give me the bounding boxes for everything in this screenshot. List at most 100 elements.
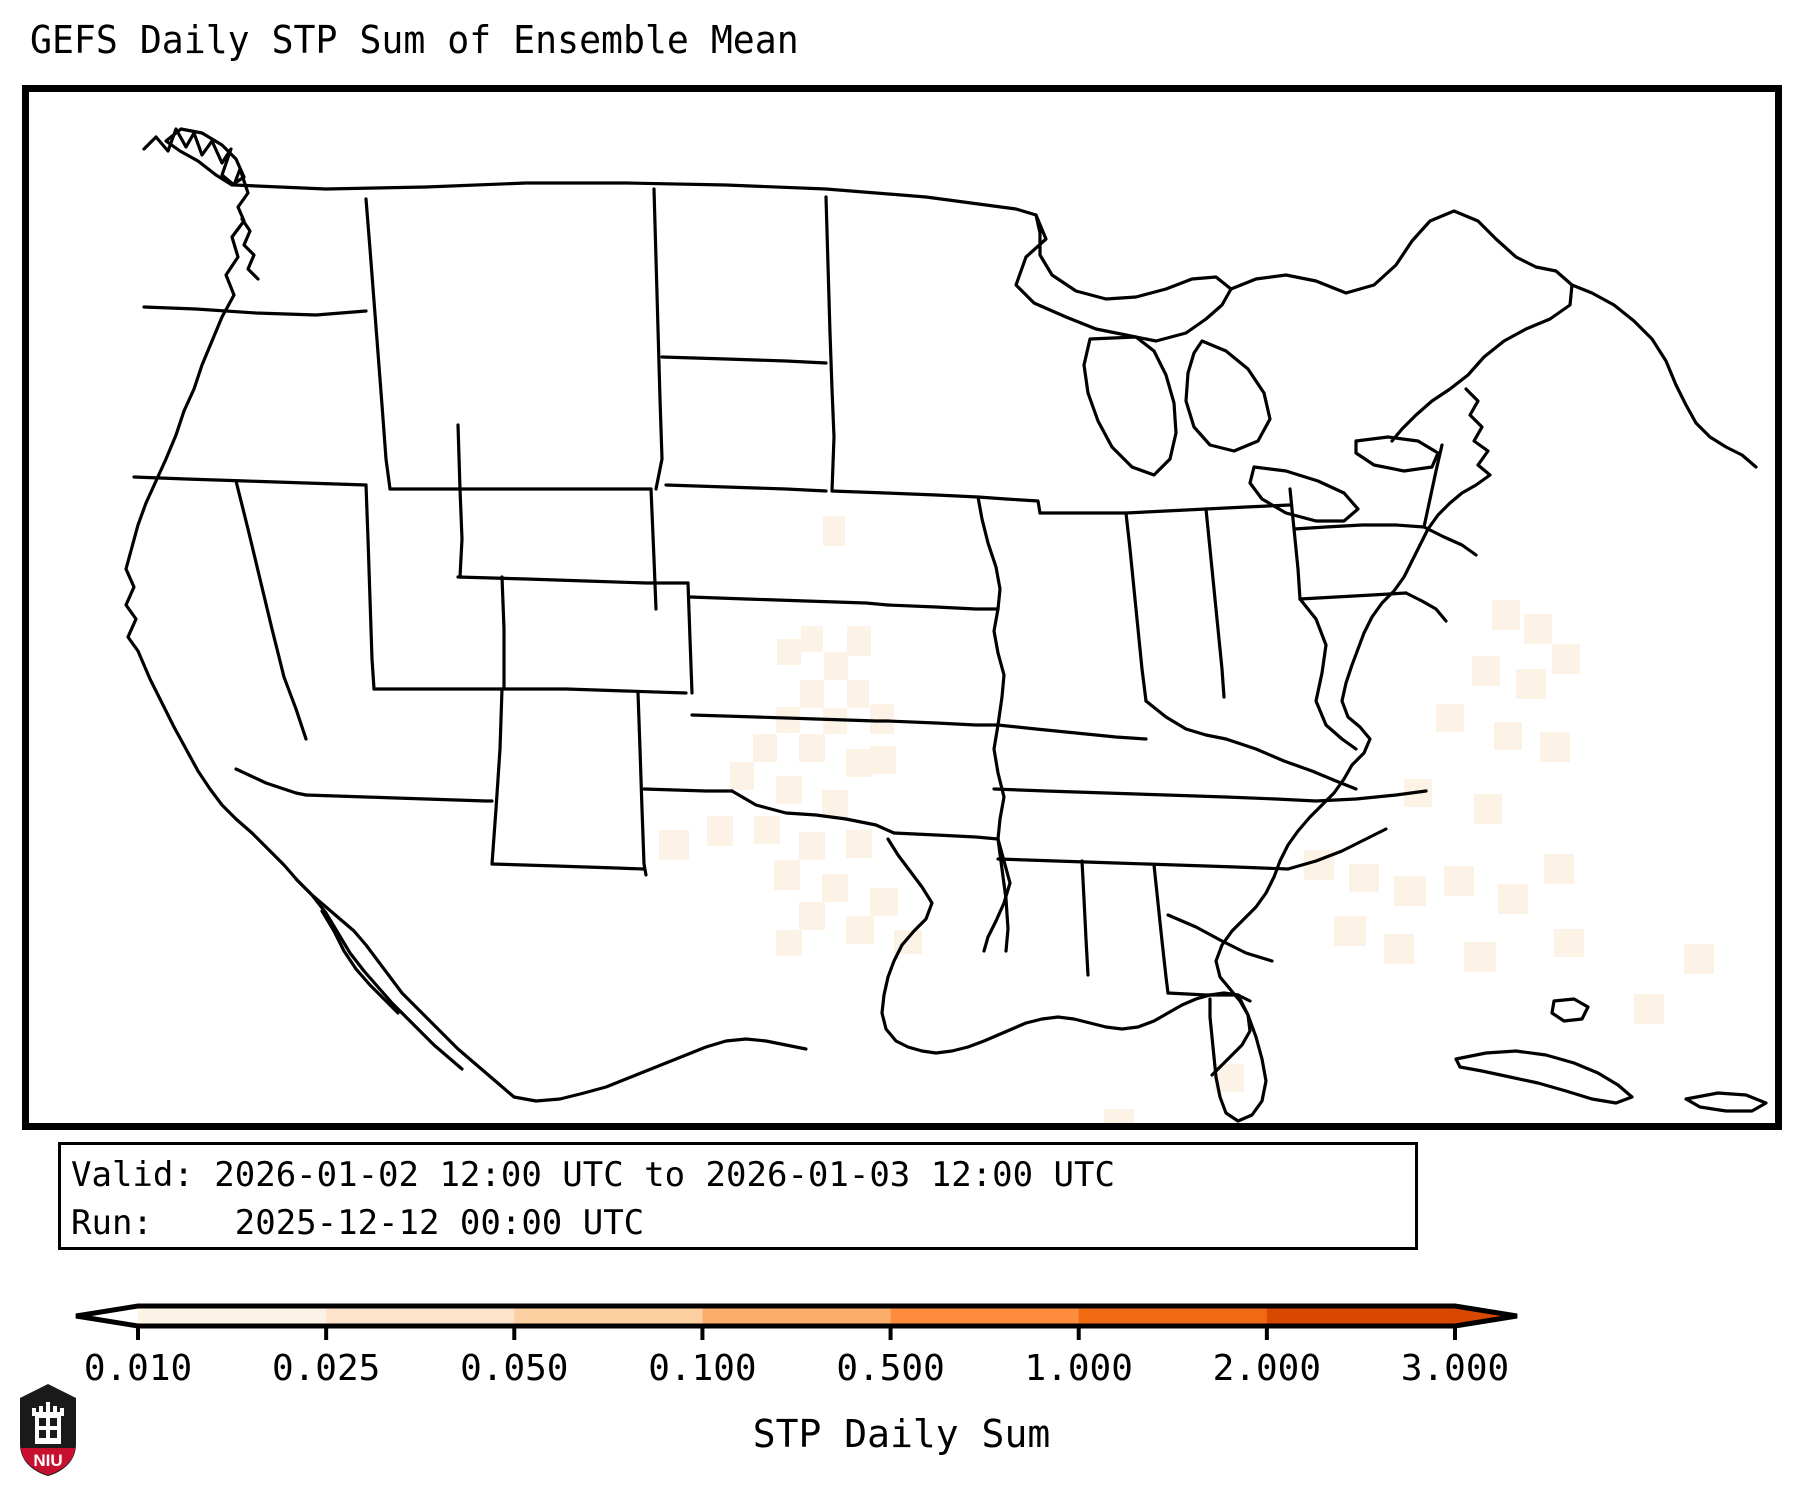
colorbar [0,1288,1803,1348]
border-state-nd-sd [660,355,828,365]
border-state-sc-ga [1166,913,1274,963]
coastline-mexico-interior [294,877,464,1071]
border-state-ca-az-mexico [234,767,308,797]
page-title: GEFS Daily STP Sum of Ensemble Mean [30,18,799,62]
data-cell [776,930,802,956]
map-frame [26,89,1778,1126]
border-state-mn-ia [830,489,980,499]
colorbar-band [702,1306,892,1326]
data-cell [1464,942,1496,972]
border-state-wv-va [1298,597,1358,751]
run-time-line: Run: 2025-12-12 00:00 UTC [71,1203,645,1243]
data-cell [1349,864,1379,892]
data-cell [659,830,689,860]
border-state-ok-tx-panhandle [642,787,734,793]
valid-time-line: Valid: 2026-01-02 12:00 UTC to 2026-01-0… [71,1155,1115,1195]
border-state-wa-or [142,305,368,317]
data-cell [823,516,845,546]
data-cell [776,776,802,804]
border-state-ok-tx-red [730,789,896,835]
border-state-ks-ok [690,713,890,723]
coastline-lake-michigan [1082,335,1178,477]
colorbar-tick-label: 0.025 [271,1348,381,1389]
border-state-or-ca-nv [132,475,368,487]
colorbar-band [514,1306,704,1326]
border-state-wy-co-nebr [649,487,658,611]
coastline-mexico-south [512,1037,808,1103]
data-cell [777,639,801,665]
data-cell [1384,934,1414,964]
border-state-ky-tn [992,787,1318,803]
border-state-az-nm [490,687,504,866]
border-mississippi-river [976,495,1012,953]
logo-castle-icon [32,1402,64,1444]
border-state-co-nm [500,687,688,695]
border-state-oh-pa [1288,487,1302,601]
coastline-lake-superior [1014,213,1233,343]
valid-run-info-box: Valid: 2026-01-02 12:00 UTC to 2026-01-0… [58,1142,1418,1250]
data-cell [822,790,848,818]
border-state-ga-fl [1166,991,1240,997]
colorbar-tick-label: 0.050 [460,1348,569,1389]
border-state-co-ks [686,581,694,695]
colorbar-band [138,1306,327,1326]
colorbar-band [890,1306,1080,1326]
data-cell [1552,644,1580,674]
data-cell [799,902,825,930]
colorbar-tick-label: 0.500 [836,1348,945,1389]
logo-text: NIU [33,1451,62,1470]
colorbar-axis-label: STP Daily Sum [752,1412,1051,1456]
data-cell [1104,1109,1134,1126]
border-state-ia-mo [886,603,1000,611]
coastline-bahamas [1550,997,1590,1023]
data-cell [1544,854,1574,884]
border-state-ny-vt-nh [1422,443,1444,529]
coastline-gulf-california [320,909,400,1015]
border-state-va-nc [1314,789,1428,803]
data-cell [1524,614,1552,644]
border-state-mo-ar [886,719,1000,727]
data-cell [730,762,754,790]
colorbar-band [326,1306,515,1326]
border-state-nm-tx [636,691,648,877]
border-state-ar-la [892,831,1000,841]
colorbar-band [1078,1306,1268,1326]
data-cell [822,874,848,902]
coastline-lake-erie [1248,465,1360,523]
border-state-mt-nd-sd [652,187,664,491]
coastline-vancouver-island [164,127,246,187]
border-state-id-wa-or [364,197,392,491]
data-cell [846,749,872,777]
data-cell [1634,994,1664,1024]
border-state-md-de [1404,591,1448,623]
border-state-tn-ms-al-ga [996,857,1290,871]
colorbar-tick-labels: 0.010 0.025 0.050 0.100 0.500 1.000 2.000 3.000 [0,1348,1803,1398]
data-cell [1554,929,1584,957]
coastline-baja-california [234,817,516,1099]
data-cell [1444,866,1474,896]
colorbar-band [1266,1306,1456,1326]
data-cell [799,832,825,860]
data-cell [707,816,733,846]
border-state-pa-ny [1292,523,1426,531]
border-state-in-oh [1204,507,1226,699]
coastline-florida [1208,993,1268,1123]
border-state-ut-nv [364,483,376,691]
colorbar-ticks [136,1326,1457,1340]
data-cells-layer [659,516,1714,1126]
colorbar-tick-label: 3.000 [1400,1348,1510,1389]
data-cell [1474,794,1502,824]
data-cell [1334,916,1366,946]
border-state-id-wy-ut [456,423,464,579]
data-cell [776,707,800,733]
data-cell [870,704,894,734]
coastline-lake-huron [1184,339,1272,453]
niu-logo: NIU [20,1384,76,1476]
border-canada-northeast [1229,209,1574,443]
coastline-gulf-of-mexico [880,837,1252,1055]
border-state-mi-in-oh [1124,503,1292,515]
data-cell [1394,876,1426,906]
colorbar-canvas [75,1303,1518,1340]
data-cell [1540,732,1570,762]
map-canvas [26,89,1778,1126]
